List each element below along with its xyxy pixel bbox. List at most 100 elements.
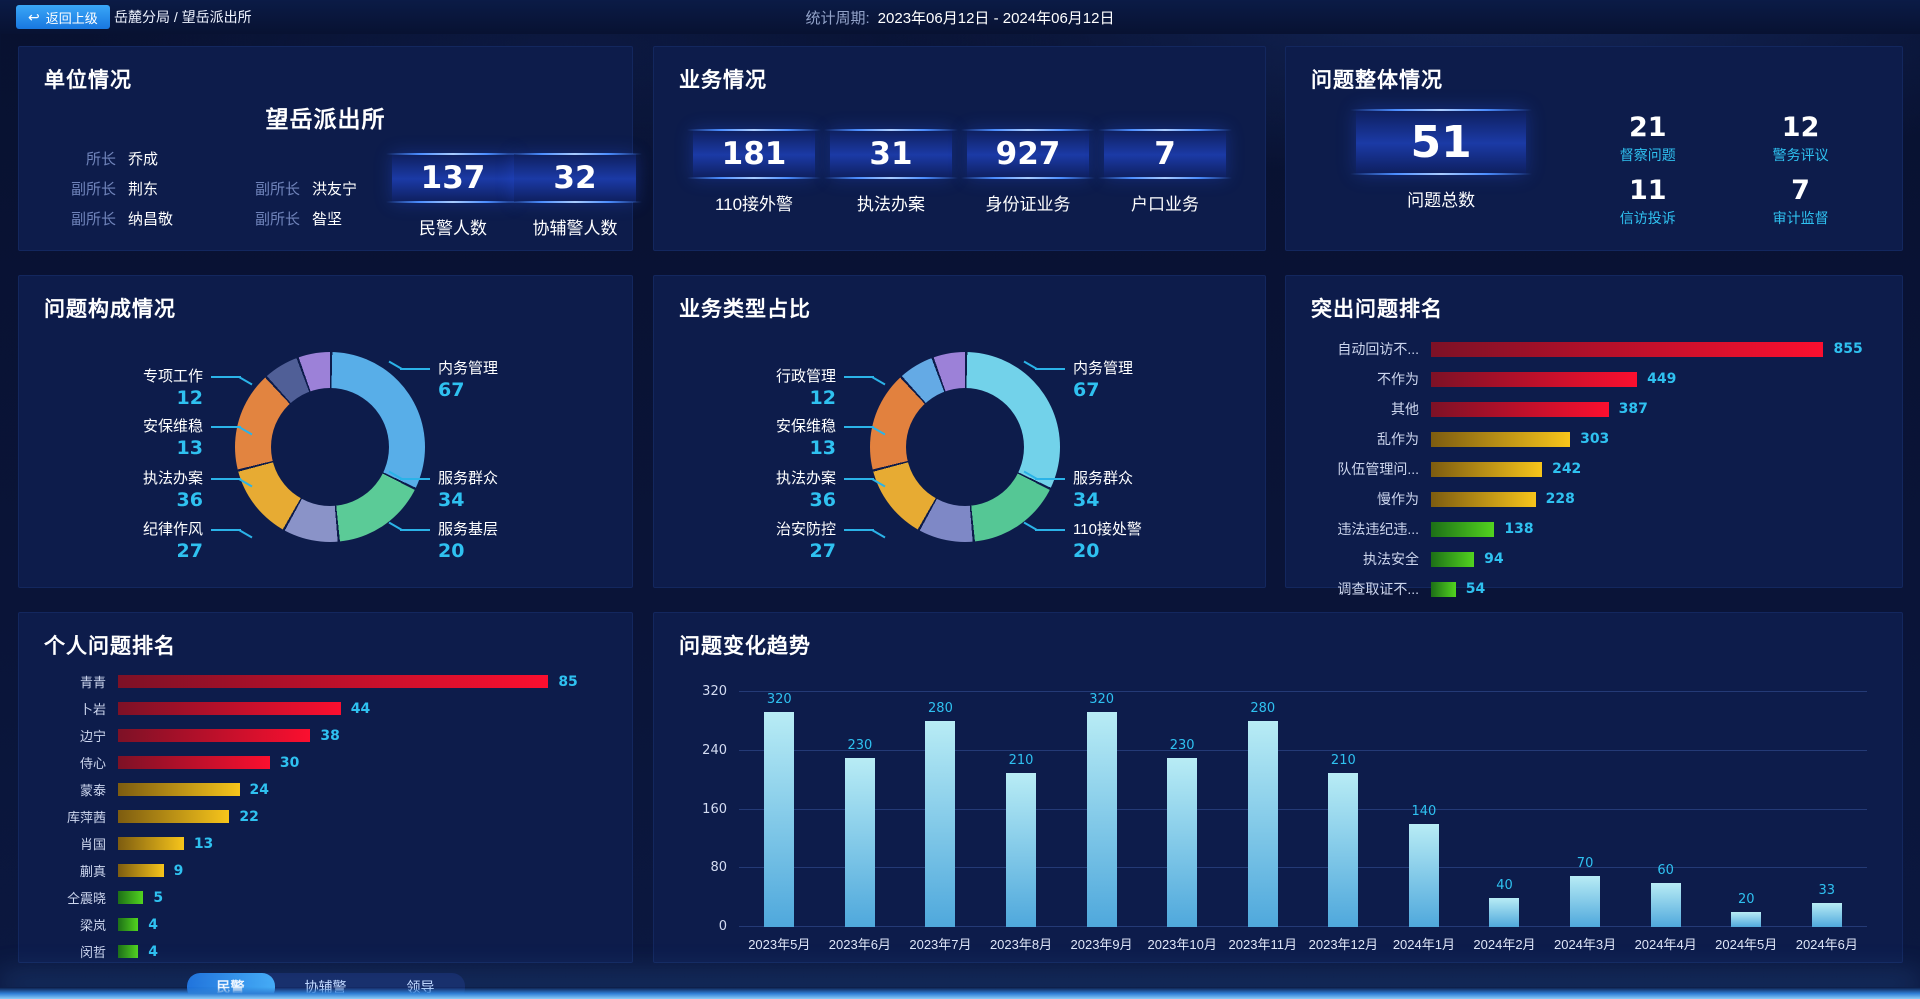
stat-110-calls: 181 110接外警 [687,129,821,215]
bar [118,918,139,931]
roster-row: 副所长 纳昌敬 副所长 昝坚 [52,208,392,229]
bar-category-label: 卜岩 [79,702,106,717]
stat-label: 户口业务 [1131,195,1199,214]
bar-value: 242 [1552,460,1582,477]
bar [1328,772,1359,927]
donut-hole [906,388,1024,506]
bar [1408,824,1439,927]
bar [1431,431,1571,447]
bar-category-label: 自动回访不... [1337,341,1419,357]
bar [1431,461,1543,477]
trend-column: 140 [1384,692,1465,927]
donut-label: 内务管理 67 [1035,357,1223,401]
bar-value: 855 [1833,340,1863,357]
bar-category-label: 乱作为 [1377,431,1419,447]
leader-role: 副所长 [254,181,300,198]
x-axis-label: 2024年4月 [1634,937,1697,952]
bar-category-label: 梁岚 [79,918,106,933]
donut-label: 服务群众 34 [1035,467,1223,511]
leader-role: 所长 [85,151,116,168]
bar-row: 梁岚 4 [44,915,607,934]
bar-value: 9 [173,863,184,879]
y-axis-tick: 320 [702,684,727,699]
bar-row: 蒯真 9 [44,861,607,880]
back-button-label: 返回上级 [45,10,98,26]
bar [1167,758,1198,927]
trend-column: 230 [820,692,901,927]
trend-column: 60 [1625,692,1706,927]
composition-panel-title: 问题构成情况 [44,298,176,321]
stat-label: 协辅警人数 [532,219,618,238]
bar [118,810,230,823]
bar [1431,581,1456,597]
stat-period-value: 2023年06月12日 - 2024年06月12日 [877,9,1115,27]
gridline: 0 [719,919,1867,934]
breadcrumb[interactable]: 岳麓分局 / 望岳派出所 [114,9,252,25]
bar [118,945,139,958]
bar [1431,401,1609,417]
bar [1489,897,1520,927]
bar-row: 边宁 38 [44,726,607,745]
stat-period: 统计周期: 2023年06月12日 - 2024年06月12日 [806,0,1115,34]
donut-label: 执法办案 36 [53,467,241,511]
y-axis-tick: 160 [702,801,727,817]
gridline: 80 [710,860,1867,875]
donut-label: 纪律作风 27 [53,518,241,562]
donut-label: 安保维稳 13 [686,415,874,459]
stat-period-label: 统计周期: [805,9,870,27]
bar-row: 慢作为 228 [1311,489,1877,509]
bar [1086,712,1117,927]
roster-row: 所长 乔成 [52,148,392,169]
bar-value: 30 [279,755,300,771]
x-axis-label: 2024年6月 [1795,937,1858,952]
bar-row: 肖国 13 [44,834,607,853]
x-axis-label: 2023年8月 [989,937,1053,952]
bar-row: 调查取证不... 54 [1311,579,1877,599]
bar-value: 228 [1545,490,1575,507]
bar-row: 不作为 449 [1311,369,1877,389]
stat-label: 110接外警 [714,195,794,214]
bar-value: 210 [1008,752,1034,768]
stat-label: 信访投诉 [1619,210,1676,226]
stat-value: 21 [1628,112,1667,143]
trend-column: 320 [1061,692,1142,927]
bar [925,721,956,927]
bar-value: 210 [1330,752,1356,768]
stat-value: 137 [420,160,486,196]
top-problems-bar-chart: 自动回访不... 855 不作为 449 其他 387 乱作为 303 队伍管理问... 242 慢… [1311,339,1877,599]
bottom-glow-decoration [0,987,1920,999]
top-problems-panel: 突出问题排名 自动回访不... 855 不作为 449 其他 387 乱作为 303 队伍管理问… [1285,275,1903,597]
bar [118,783,240,796]
bar-row: 侍心 30 [44,753,607,772]
stat-police-review: 12 警务评议 [1724,112,1877,165]
bar [1006,772,1037,927]
gridline: 240 [702,743,1867,758]
leader-roster: 所长 乔成 副所长 荆东 副所长 洪友宁 副所长 纳昌敬 [44,148,392,239]
bar-value: 20 [1737,892,1755,908]
back-button[interactable]: ↩ 返回上级 [16,5,110,29]
stat-value: 7 [1791,175,1810,206]
bar-value: 230 [1169,738,1195,754]
trend-column: 20 [1706,692,1787,927]
overview-panel-title: 问题整体情况 [1311,69,1443,92]
bar-value: 4 [148,944,158,960]
gridline: 160 [702,802,1867,817]
bar-value: 303 [1580,430,1610,447]
business-type-panel: 业务类型占比 行政管理 12 安保维稳 13 执法办案 36 治安防控 27 内务管理 6… [653,275,1266,588]
bar-row: 闵哲 4 [44,942,607,961]
business-panel-title: 业务情况 [679,69,767,92]
stat-problem-total: 51 问题总数 [1350,109,1533,211]
bar-category-label: 蒙泰 [79,783,106,798]
trend-column: 280 [900,692,981,927]
bar [1431,551,1475,567]
x-axis-label: 2024年1月 [1392,937,1455,952]
stat-label: 警务评议 [1772,147,1829,163]
donut-label: 服务群众 34 [400,467,588,511]
y-axis-tick: 0 [718,919,727,934]
stat-petitions: 11 信访投诉 [1571,175,1724,228]
bar-value: 4 [148,917,158,933]
bar [118,702,341,715]
bar-category-label: 闵哲 [79,945,106,960]
bar-category-label: 仝震晓 [66,891,106,906]
bar-category-label: 调查取证不... [1337,581,1419,597]
